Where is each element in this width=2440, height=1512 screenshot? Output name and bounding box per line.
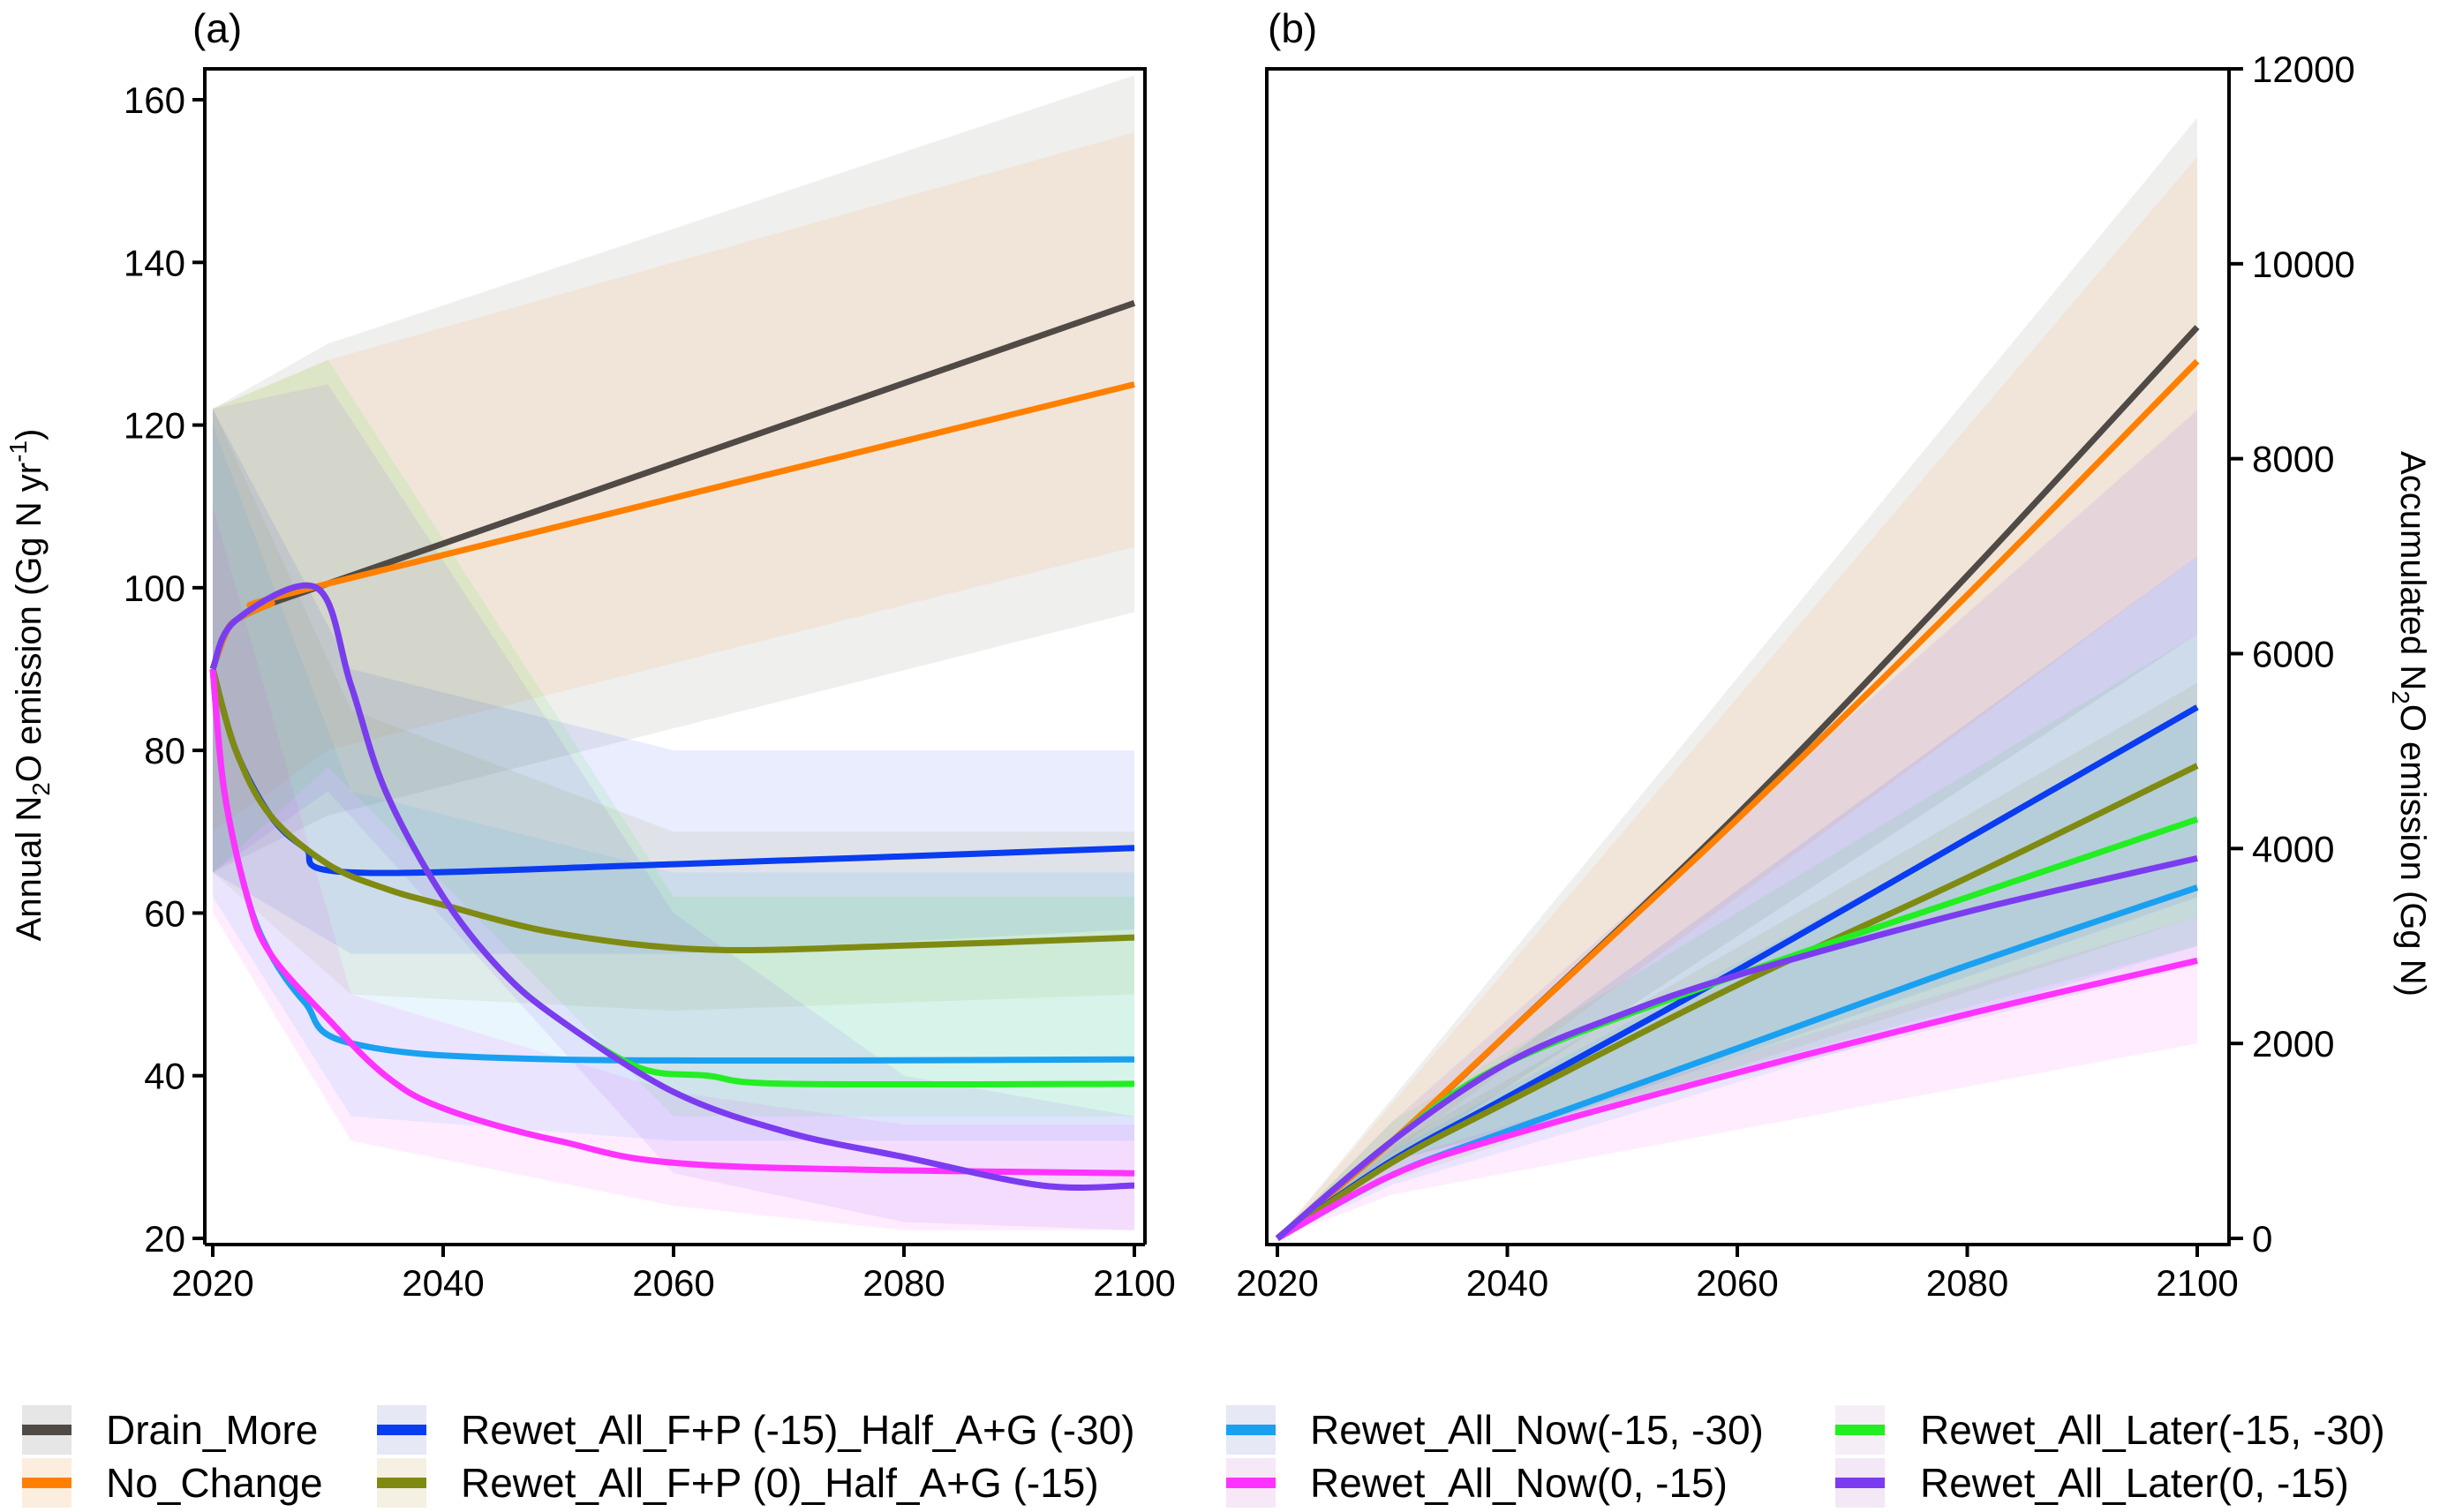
uncertainty-band-6 xyxy=(213,359,1134,1117)
series-line-rewet-all-f-p-0-half-a-g-15- xyxy=(1276,763,2199,1241)
series-line-rewet-all-later-0-15- xyxy=(1275,854,2198,1241)
y-tick-label: 140 xyxy=(124,242,185,283)
x-tick-label: 2060 xyxy=(632,1262,714,1304)
uncertainty-band-5 xyxy=(1277,916,2197,1238)
panel-b-plot: 2020 2040 2060 2080 2100 0 2000 4000 6000 8000 100… xyxy=(1236,49,2355,1304)
uncertainty-band-3 xyxy=(213,409,1134,1012)
y-tick-label: 120 xyxy=(124,405,185,447)
x-tick-label: 2060 xyxy=(1696,1262,1778,1304)
panel-b-label: (b) xyxy=(1268,5,1317,51)
uncertainty-band-0 xyxy=(1277,117,2197,1238)
x-tick-label: 2020 xyxy=(1236,1262,1318,1304)
panel-b-ylabel: Accumulated N2O emission (Gg N) xyxy=(2387,451,2432,997)
uncertainty-band-2 xyxy=(213,409,1134,954)
legend-swatch xyxy=(22,1458,72,1508)
x-tick-label: 2040 xyxy=(402,1262,484,1304)
legend-swatch xyxy=(377,1405,426,1455)
legend-swatch xyxy=(1835,1405,1885,1455)
uncertainty-band-1 xyxy=(1277,156,2197,1238)
x-tick-label: 2100 xyxy=(1093,1262,1175,1304)
uncertainty-band-5 xyxy=(213,506,1134,1230)
y-tick-label: 160 xyxy=(124,79,185,121)
legend-label: Rewet_All_Later(0, -15) xyxy=(1920,1460,2349,1506)
y-tick-label: 40 xyxy=(144,1056,185,1097)
x-tick-label: 2080 xyxy=(1926,1262,2008,1304)
legend-label: Rewet_All_F+P (-15)_Half_A+G (-30) xyxy=(461,1407,1135,1453)
legend-label: No_Change xyxy=(106,1460,323,1506)
x-tick-label: 2040 xyxy=(1466,1262,1548,1304)
y-tick-label: 10000 xyxy=(2252,244,2355,285)
uncertainty-band-1 xyxy=(213,132,1134,832)
legend-label: Rewet_All_Now(0, -15) xyxy=(1310,1460,1728,1506)
legend-label: Rewet_All_Later(-15, -30) xyxy=(1920,1407,2385,1453)
uncertainty-band-2 xyxy=(1277,556,2197,1238)
y-tick-label: 20 xyxy=(144,1218,185,1260)
x-tick-label: 2100 xyxy=(2156,1262,2238,1304)
legend-swatch xyxy=(1226,1405,1276,1455)
x-tick-label: 2080 xyxy=(862,1262,945,1304)
series-line-rewet-all-now-0-15- xyxy=(1276,957,2198,1242)
x-tick-label: 2020 xyxy=(171,1262,253,1304)
uncertainty-band-6 xyxy=(1277,634,2197,1238)
uncertainty-band-0 xyxy=(213,75,1134,873)
y-tick-label: 8000 xyxy=(2252,439,2334,480)
y-tick-label: 6000 xyxy=(2252,634,2334,675)
y-tick-label: 0 xyxy=(2252,1218,2272,1260)
y-tick-label: 12000 xyxy=(2252,49,2355,90)
panel-a-label: (a) xyxy=(192,5,242,51)
uncertainty-band-7 xyxy=(213,384,1134,1230)
legend-swatch xyxy=(377,1458,426,1508)
y-tick-label: 2000 xyxy=(2252,1023,2334,1064)
y-tick-label: 60 xyxy=(144,892,185,934)
legend-label: Rewet_All_F+P (0)_Half_A+G (-15) xyxy=(461,1460,1099,1506)
panel-a-axes xyxy=(203,67,1147,1245)
series-line-rewet-all-now-0-15- xyxy=(209,668,1135,1177)
y-tick-label: 80 xyxy=(144,730,185,771)
legend-swatch xyxy=(22,1405,72,1455)
series-line-rewet-all-later-0-15- xyxy=(209,582,1135,1191)
legend-swatch xyxy=(1835,1458,1885,1508)
legend-label: Rewet_All_Now(-15, -30) xyxy=(1310,1407,1764,1453)
panel-b-axes xyxy=(1265,67,2231,1246)
legend-label: Drain_More xyxy=(106,1407,319,1453)
y-tick-label: 4000 xyxy=(2252,828,2334,869)
panel-a-ylabel: Annual N2O emission (Gg N yr-1) xyxy=(4,429,55,942)
legend-swatch xyxy=(1226,1458,1276,1508)
uncertainty-band-4 xyxy=(213,425,1134,1141)
y-tick-label: 100 xyxy=(124,568,185,609)
series-line-rewet-all-f-p-0-half-a-g-15- xyxy=(209,668,1135,954)
